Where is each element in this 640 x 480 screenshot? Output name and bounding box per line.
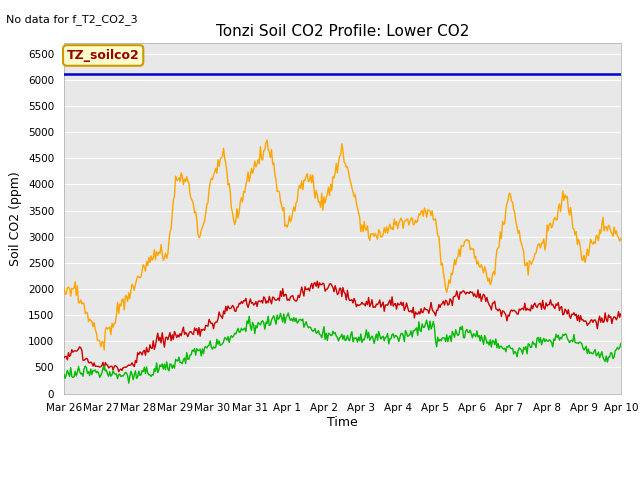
X-axis label: Time: Time: [327, 416, 358, 429]
Text: TZ_soilco2: TZ_soilco2: [67, 49, 140, 62]
Text: No data for f_T2_CO2_3: No data for f_T2_CO2_3: [6, 14, 138, 25]
Legend: Open -8cm, Tree -8cm, Open -16cm, Tree -16cm: Open -8cm, Tree -8cm, Open -16cm, Tree -…: [79, 477, 606, 480]
Title: Tonzi Soil CO2 Profile: Lower CO2: Tonzi Soil CO2 Profile: Lower CO2: [216, 24, 469, 39]
Y-axis label: Soil CO2 (ppm): Soil CO2 (ppm): [10, 171, 22, 266]
